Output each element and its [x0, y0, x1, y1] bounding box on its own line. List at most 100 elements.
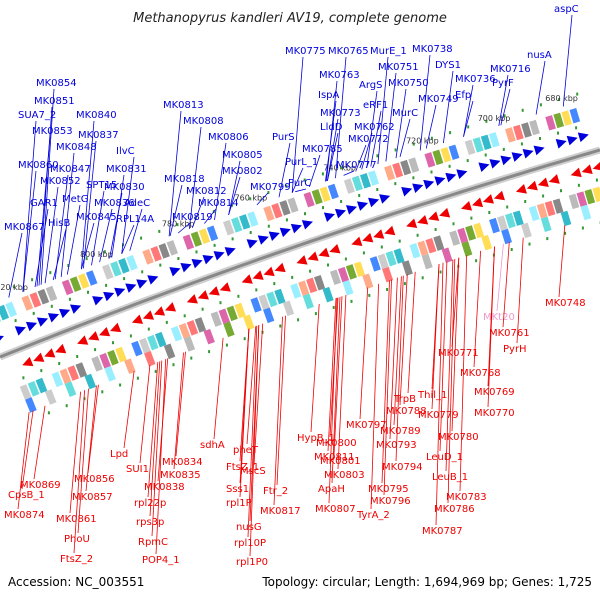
forward-gene-label[interactable]: eRF1	[363, 100, 388, 111]
reverse-gene-label[interactable]: TyrA_2	[356, 510, 390, 521]
reverse-gene-label[interactable]: ApaH	[318, 484, 345, 495]
reverse-gene-label[interactable]: MK0856	[74, 474, 115, 485]
reverse-gene-label[interactable]: rpl1P	[226, 498, 252, 509]
reverse-gene-label[interactable]: rpl10P	[234, 538, 266, 549]
reverse-gene-label[interactable]: MK0761	[489, 328, 530, 339]
forward-gene-label[interactable]: MK0854	[36, 78, 77, 89]
reverse-gene-label[interactable]: MK0780	[438, 432, 479, 443]
forward-gene-label[interactable]: MurE_1	[370, 46, 407, 57]
reverse-gene-label[interactable]: MK0874	[4, 510, 45, 521]
reverse-gene-label[interactable]: MK0794	[382, 462, 423, 473]
forward-gene-label[interactable]: MK0808	[183, 116, 224, 127]
forward-gene-label[interactable]: MK0777	[336, 160, 377, 171]
reverse-gene-label[interactable]: Thil_1	[417, 390, 447, 401]
forward-gene-label[interactable]: MK0814	[198, 198, 239, 209]
forward-gene-label[interactable]: GAR1	[30, 198, 58, 209]
forward-gene-label[interactable]: DYS1	[435, 60, 461, 71]
reverse-gene-label[interactable]: CpsB_1	[8, 490, 45, 501]
reverse-gene-label[interactable]: SUI1	[126, 464, 149, 475]
reverse-gene-label[interactable]: MK0748	[545, 298, 586, 309]
forward-gene-label[interactable]: MK0716	[490, 64, 531, 75]
reverse-gene-label[interactable]: PyrH	[503, 344, 527, 355]
reverse-gene-label[interactable]: Sss1	[226, 484, 249, 495]
forward-gene-label[interactable]: MK0867	[4, 222, 45, 233]
forward-gene-label[interactable]: IlvC	[116, 146, 135, 157]
reverse-gene-label[interactable]: TrpB	[393, 394, 416, 405]
forward-gene-label[interactable]: MK0762	[354, 122, 395, 133]
reverse-gene-label[interactable]: PhoU	[64, 534, 90, 545]
reverse-gene-label[interactable]: sdhA	[200, 440, 225, 451]
reverse-gene-label[interactable]: rpl1P0	[236, 557, 268, 568]
forward-gene-label[interactable]: LldD	[320, 122, 343, 133]
forward-gene-label[interactable]: aspC	[554, 4, 579, 15]
reverse-gene-label[interactable]: MK0797	[346, 420, 387, 431]
forward-gene-label[interactable]: MK0736	[455, 74, 496, 85]
reverse-gene-label[interactable]: MK0811	[314, 452, 355, 463]
forward-gene-label[interactable]: MK0802	[222, 166, 263, 177]
forward-gene-label[interactable]: RPL14A	[116, 214, 154, 225]
forward-gene-label[interactable]: PurC	[288, 178, 311, 189]
forward-gene-label[interactable]: Efp	[455, 90, 471, 101]
forward-gene-label[interactable]: MK0799	[250, 182, 291, 193]
reverse-gene-label[interactable]: FtsZ_1	[226, 462, 259, 473]
forward-gene-label[interactable]: MK0765	[328, 46, 369, 57]
forward-gene-label[interactable]: MK0813	[163, 100, 204, 111]
reverse-gene-label[interactable]: MK0857	[72, 492, 113, 503]
reverse-gene-label[interactable]: RpmC	[138, 537, 168, 548]
forward-gene-label[interactable]: PyrF	[492, 78, 514, 89]
reverse-gene-label[interactable]: LeuD_1	[426, 452, 463, 463]
reverse-gene-label[interactable]: rpl22p	[134, 498, 166, 509]
forward-gene-label[interactable]: SPT15	[86, 180, 117, 191]
forward-gene-label[interactable]: MK0819	[172, 212, 213, 223]
forward-gene-label[interactable]: MK0818	[164, 174, 205, 185]
forward-gene-label[interactable]: ArgS	[359, 80, 382, 91]
forward-gene-label[interactable]: PurS	[272, 132, 295, 143]
forward-gene-label[interactable]: MK0772	[348, 134, 389, 145]
reverse-gene-label[interactable]: MK0807	[315, 504, 356, 515]
forward-gene-label[interactable]: MurC	[392, 108, 418, 119]
reverse-gene-label[interactable]: MK0783	[446, 492, 487, 503]
reverse-gene-label[interactable]: MKt20	[483, 312, 515, 323]
reverse-gene-label[interactable]: FtsZ_2	[60, 554, 93, 565]
reverse-gene-label[interactable]: MK0768	[460, 368, 501, 379]
forward-gene-label[interactable]: MK0853	[32, 126, 73, 137]
reverse-gene-label[interactable]: MK0869	[20, 480, 61, 491]
forward-gene-label[interactable]: MK0847	[50, 164, 91, 175]
reverse-gene-label[interactable]: Ftr_2	[263, 486, 288, 497]
reverse-gene-label[interactable]: POP4_1	[142, 555, 180, 566]
forward-gene-label[interactable]: MK0840	[76, 110, 117, 121]
forward-gene-label[interactable]: MK0750	[388, 78, 429, 89]
reverse-gene-label[interactable]: MK0769	[474, 387, 515, 398]
reverse-gene-label[interactable]: rps3p	[136, 517, 164, 528]
reverse-gene-label[interactable]: LeuB_1	[432, 472, 468, 483]
forward-gene-label[interactable]: MK0831	[106, 164, 147, 175]
reverse-gene-label[interactable]: MK0789	[380, 426, 421, 437]
forward-gene-label[interactable]: MK0805	[222, 150, 263, 161]
reverse-gene-label[interactable]: MK0803	[324, 470, 365, 481]
reverse-gene-label[interactable]: MK0800	[316, 438, 357, 449]
forward-gene-label[interactable]: MK0806	[208, 132, 249, 143]
forward-gene-label[interactable]: AdeC	[124, 198, 150, 209]
forward-gene-label[interactable]: MK0773	[320, 108, 361, 119]
forward-gene-label[interactable]: nusA	[527, 50, 552, 61]
reverse-gene-label[interactable]: HypB_1	[297, 433, 335, 444]
reverse-gene-label[interactable]: nusG	[236, 522, 262, 533]
forward-gene-label[interactable]: MK0852	[40, 176, 81, 187]
reverse-gene-label[interactable]: MK0787	[422, 526, 463, 537]
forward-gene-label[interactable]: MK0751	[378, 62, 419, 73]
forward-gene-label[interactable]: MK0812	[186, 186, 227, 197]
reverse-gene-label[interactable]: MK0834	[162, 457, 203, 468]
forward-gene-label[interactable]: MK0738	[412, 44, 453, 55]
reverse-gene-label[interactable]: MK0801	[320, 456, 361, 467]
forward-gene-label[interactable]: MK0830	[104, 182, 145, 193]
forward-gene-label[interactable]: IspA	[318, 90, 340, 101]
reverse-gene-label[interactable]: pheT	[233, 445, 259, 456]
reverse-gene-label[interactable]: Lpd	[110, 449, 128, 460]
forward-gene-label[interactable]: MK0848	[56, 142, 97, 153]
forward-gene-label[interactable]: MetG	[62, 194, 88, 205]
reverse-gene-label[interactable]: MK0835	[160, 470, 201, 481]
forward-gene-label[interactable]: MK0860	[18, 160, 59, 171]
reverse-gene-label[interactable]: MK0770	[474, 408, 515, 419]
forward-gene-label[interactable]: MK0763	[319, 70, 360, 81]
reverse-gene-label[interactable]: MK0838	[144, 482, 185, 493]
